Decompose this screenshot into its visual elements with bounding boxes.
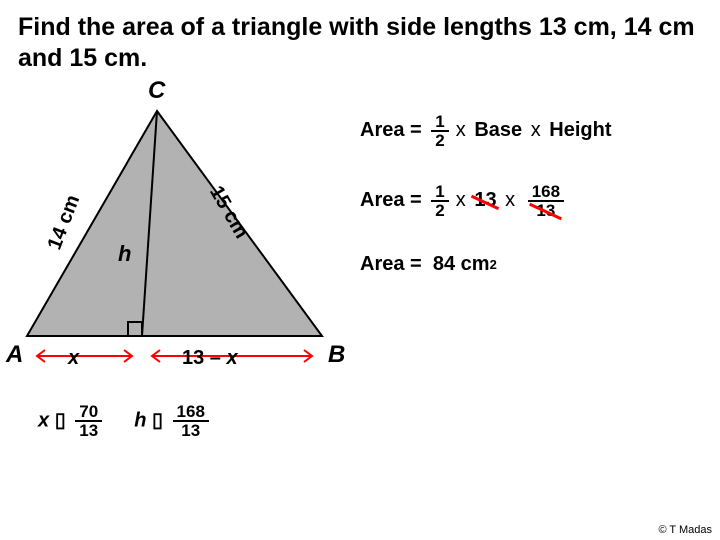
equations-panel: Area = 12 x Base x Height Area = 12 x 13…: [360, 113, 710, 310]
copyright: © T Madas: [658, 524, 712, 536]
vertex-b: B: [328, 341, 345, 369]
strike-13: 13: [474, 189, 496, 212]
eq-substitution: Area = 12 x 13 x 16813: [360, 183, 710, 219]
x-value: x ▯ 7013: [38, 403, 106, 439]
eq-result: Area = 84 cm2: [360, 253, 710, 276]
problem-header: Find the area of a triangle with side le…: [0, 0, 720, 83]
triangle-diagram: C A B 14 cm 15 cm h x 13 – x: [12, 91, 342, 381]
base-x-label: x: [68, 347, 79, 370]
eq-formula: Area = 12 x Base x Height: [360, 113, 710, 149]
intermediate-results: x ▯ 7013 h ▯ 16813: [38, 403, 213, 439]
base-rest-label: 13 – x: [182, 347, 238, 370]
vertex-c: C: [148, 77, 165, 105]
altitude-label: h: [118, 241, 131, 267]
vertex-a: A: [6, 341, 23, 369]
content: C A B 14 cm 15 cm h x 13 – x Area = 12 x…: [0, 83, 720, 463]
h-value: h ▯ 16813: [134, 403, 213, 439]
strike-den: 13: [532, 202, 559, 219]
